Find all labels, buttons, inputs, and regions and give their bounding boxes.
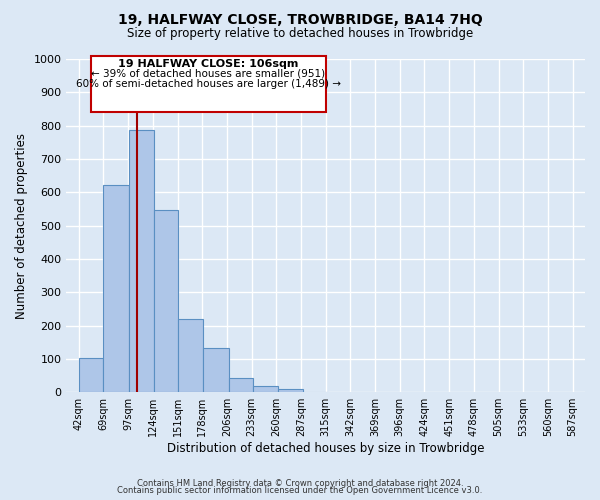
- Text: ← 39% of detached houses are smaller (951): ← 39% of detached houses are smaller (95…: [91, 69, 325, 79]
- Bar: [253, 386, 278, 392]
- Y-axis label: Number of detached properties: Number of detached properties: [15, 132, 28, 318]
- Bar: [278, 389, 303, 392]
- Text: Size of property relative to detached houses in Trowbridge: Size of property relative to detached ho…: [127, 28, 473, 40]
- Text: Contains HM Land Registry data © Crown copyright and database right 2024.: Contains HM Land Registry data © Crown c…: [137, 478, 463, 488]
- Bar: [129, 130, 154, 392]
- FancyBboxPatch shape: [91, 56, 326, 112]
- X-axis label: Distribution of detached houses by size in Trowbridge: Distribution of detached houses by size …: [167, 442, 484, 455]
- Text: 19, HALFWAY CLOSE, TROWBRIDGE, BA14 7HQ: 19, HALFWAY CLOSE, TROWBRIDGE, BA14 7HQ: [118, 12, 482, 26]
- Text: 60% of semi-detached houses are larger (1,489) →: 60% of semi-detached houses are larger (…: [76, 79, 341, 89]
- Text: 19 HALFWAY CLOSE: 106sqm: 19 HALFWAY CLOSE: 106sqm: [118, 59, 298, 69]
- Bar: [229, 378, 253, 392]
- Text: Contains public sector information licensed under the Open Government Licence v3: Contains public sector information licen…: [118, 486, 482, 495]
- Bar: [103, 186, 129, 392]
- Bar: [79, 358, 103, 392]
- Bar: [154, 210, 178, 392]
- Bar: [203, 348, 229, 392]
- Bar: [178, 319, 203, 392]
